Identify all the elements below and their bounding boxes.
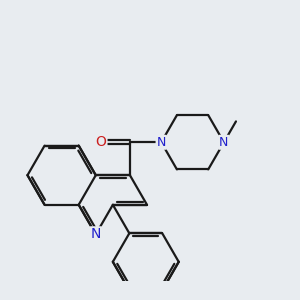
Text: N: N — [219, 136, 229, 149]
Text: N: N — [157, 136, 166, 149]
Text: O: O — [96, 135, 106, 149]
Text: N: N — [91, 227, 101, 241]
